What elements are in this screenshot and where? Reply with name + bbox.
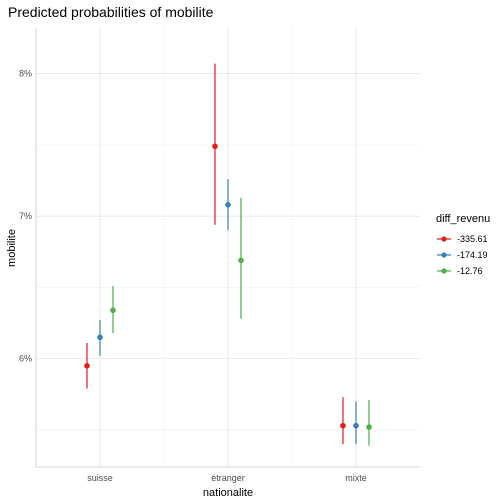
- x-ticks: suisse étranger mixte: [87, 473, 367, 483]
- grid: [36, 28, 420, 467]
- y-tick-label: 7%: [19, 211, 32, 221]
- x-tick-label: étranger: [211, 473, 245, 483]
- legend-key-point: [441, 236, 447, 242]
- x-tick-label: suisse: [87, 473, 113, 483]
- legend: -335.61 -174.19 -12.76: [437, 234, 488, 276]
- data-point: [238, 257, 244, 264]
- data-marks: [84, 63, 372, 446]
- chart-title: Predicted probabilities of mobilite: [8, 4, 214, 20]
- legend-key-point: [441, 268, 447, 274]
- data-point: [340, 422, 346, 429]
- y-tick-label: 6%: [19, 354, 32, 364]
- data-point: [212, 143, 218, 150]
- data-point: [84, 363, 90, 369]
- legend-label: -174.19: [457, 250, 488, 260]
- data-point: [110, 307, 116, 314]
- y-axis-label: mobilite: [6, 229, 18, 267]
- data-point: [225, 201, 231, 208]
- x-axis-label: nationalite: [203, 487, 253, 499]
- x-tick-label: mixte: [345, 473, 367, 483]
- legend-label: -12.76: [457, 266, 483, 276]
- y-tick-label: 8%: [19, 69, 32, 79]
- y-ticks: 6% 7% 8%: [19, 69, 32, 364]
- data-point: [366, 424, 372, 430]
- legend-label: -335.61: [457, 234, 488, 244]
- legend-key-point: [441, 252, 447, 258]
- data-point: [353, 422, 359, 429]
- data-point: [97, 334, 103, 341]
- legend-title: diff_revenu: [436, 213, 490, 225]
